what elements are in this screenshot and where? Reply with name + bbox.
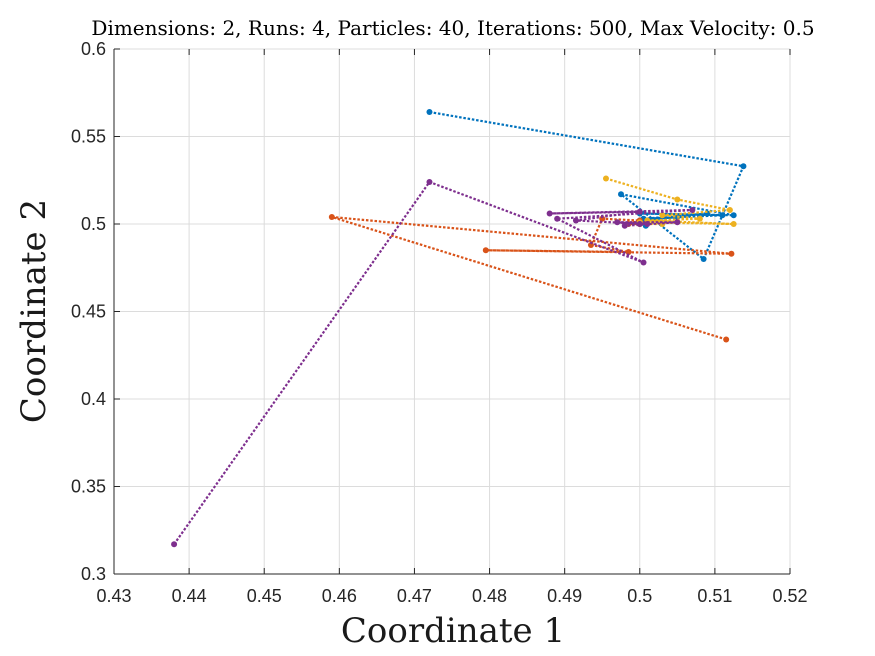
data-point <box>730 221 737 227</box>
data-point <box>689 207 696 213</box>
data-point <box>719 212 726 219</box>
data-point <box>599 215 606 222</box>
y-tick-label: 0.5 <box>81 214 106 234</box>
x-tick-label: 0.44 <box>172 586 207 606</box>
data-point <box>618 191 624 198</box>
data-point <box>644 221 651 227</box>
data-point <box>621 222 628 229</box>
series-line <box>173 180 693 545</box>
data-point <box>625 249 632 255</box>
x-tick-label: 0.45 <box>247 586 282 606</box>
data-point <box>546 210 553 217</box>
series-line <box>429 110 745 261</box>
y-tick-label: 0.6 <box>81 39 106 59</box>
series-1 <box>426 109 747 262</box>
data-point <box>426 179 433 185</box>
chart-title: Dimensions: 2, Runs: 4, Particles: 40, I… <box>91 16 814 40</box>
data-point <box>636 208 643 215</box>
data-point <box>730 212 737 219</box>
y-tick-label: 0.3 <box>81 564 106 584</box>
data-point <box>728 250 735 257</box>
series-line <box>331 215 732 341</box>
series-4 <box>171 179 696 548</box>
data-point <box>587 242 594 248</box>
x-tick-labels: 0.43 0.44 0.45 0.46 0.47 0.48 0.49 0.5 0.51 0.52 <box>96 586 807 606</box>
data-point <box>740 163 747 170</box>
x-tick-label: 0.48 <box>472 586 507 606</box>
data-point <box>696 215 703 222</box>
data-point <box>659 212 666 219</box>
y-axis-label: Coordinate 2 <box>14 199 54 423</box>
data-point <box>171 541 178 548</box>
y-tick-label: 0.45 <box>71 302 106 322</box>
data-point <box>674 196 681 203</box>
data-point <box>554 215 561 222</box>
series-2 <box>328 214 735 343</box>
x-tick-label: 0.51 <box>697 586 732 606</box>
grid <box>113 48 791 575</box>
data-point <box>640 259 647 266</box>
x-tick-label: 0.52 <box>772 586 807 606</box>
y-tick-label: 0.4 <box>81 389 106 409</box>
x-axis-label: Coordinate 1 <box>341 611 565 651</box>
data-point <box>726 207 733 213</box>
x-tick-label: 0.5 <box>627 586 652 606</box>
axes <box>113 48 791 575</box>
data-point <box>482 247 489 254</box>
y-tick-label: 0.35 <box>71 477 106 497</box>
data-point <box>614 219 621 226</box>
x-tick-label: 0.46 <box>322 586 357 606</box>
data-point <box>700 256 707 262</box>
series-layer <box>171 109 747 548</box>
data-point <box>636 221 643 227</box>
data-point <box>328 214 335 220</box>
y-tick-label: 0.55 <box>71 127 106 147</box>
data-point <box>426 109 433 115</box>
x-tick-label: 0.47 <box>397 586 432 606</box>
x-tick-label: 0.43 <box>96 586 131 606</box>
data-point <box>674 219 681 226</box>
data-point <box>572 217 579 224</box>
data-point <box>602 175 609 182</box>
x-tick-label: 0.49 <box>547 586 582 606</box>
data-point <box>723 336 730 343</box>
y-tick-labels: 0.3 0.35 0.4 0.45 0.5 0.55 0.6 <box>71 39 106 584</box>
